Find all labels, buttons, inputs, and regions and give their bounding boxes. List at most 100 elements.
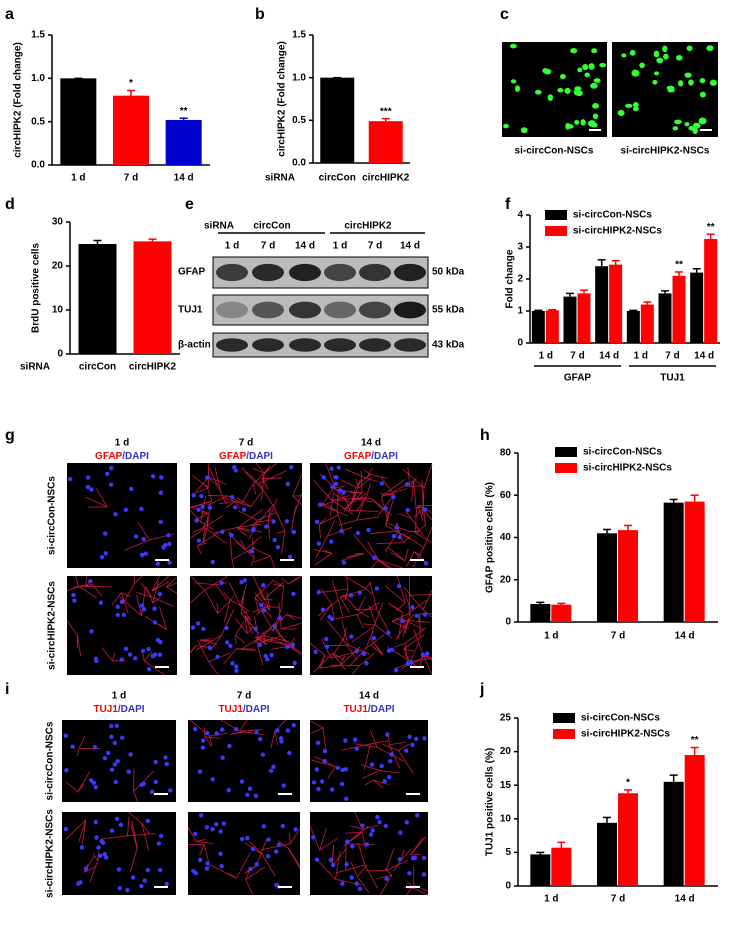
- process: [310, 727, 324, 734]
- process: [292, 495, 303, 506]
- process: [239, 728, 263, 732]
- cell: [652, 79, 658, 85]
- x-tick-label: 7 d: [665, 351, 679, 362]
- process: [424, 655, 433, 658]
- process: [288, 848, 301, 869]
- x-tick-label: circCon: [319, 173, 356, 184]
- band: [216, 338, 248, 352]
- column-header: 7 d: [237, 691, 251, 702]
- process: [262, 474, 265, 490]
- process: [195, 634, 222, 651]
- blot-size: 55 kDa: [432, 305, 465, 316]
- nucleus: [335, 765, 341, 771]
- cell: [584, 72, 590, 78]
- cell: [534, 89, 542, 95]
- process: [207, 476, 218, 487]
- nucleus: [224, 625, 229, 631]
- nucleus: [205, 861, 210, 866]
- bar: [704, 239, 718, 343]
- process: [190, 575, 205, 591]
- process: [361, 770, 380, 779]
- cell: [688, 79, 694, 86]
- nucleus: [190, 625, 196, 630]
- nucleus: [92, 744, 98, 750]
- y-axis-label: TUJ1 positive cells (%): [485, 748, 496, 856]
- x-tick-label: 14 d: [675, 631, 695, 642]
- blot-group-title: siRNA: [204, 221, 234, 232]
- nucleus: [155, 561, 161, 567]
- nucleus: [168, 788, 173, 793]
- process: [215, 584, 228, 601]
- process: [221, 608, 235, 636]
- nucleus: [318, 502, 323, 507]
- process: [325, 462, 337, 490]
- bar: [609, 264, 623, 343]
- nucleus: [415, 813, 420, 818]
- blot-size: 43 kDa: [432, 340, 465, 351]
- stain: GFAP: [344, 451, 372, 462]
- nucleus: [262, 608, 267, 613]
- process: [415, 532, 433, 544]
- nucleus: [113, 512, 118, 517]
- process: [345, 825, 369, 844]
- process: [366, 477, 379, 483]
- nucleus: [86, 475, 91, 480]
- band: [289, 263, 321, 282]
- nucleus: [264, 524, 269, 529]
- stain: TUJ1: [93, 704, 118, 715]
- process: [336, 864, 365, 874]
- cell: [574, 119, 580, 125]
- nucleus: [289, 464, 294, 470]
- legend-swatch: [555, 447, 577, 457]
- nucleus: [371, 635, 377, 641]
- bar: [595, 266, 609, 343]
- process: [357, 596, 366, 611]
- nucleus: [118, 822, 124, 828]
- nucleus: [194, 518, 199, 523]
- process: [258, 638, 287, 646]
- bar: [640, 304, 654, 343]
- process: [370, 473, 388, 479]
- bar: [658, 293, 672, 343]
- process: [398, 750, 414, 774]
- bar: [530, 604, 551, 622]
- nucleus: [245, 835, 250, 841]
- process: [77, 635, 82, 656]
- panel-letter: h: [480, 427, 490, 444]
- process: [217, 596, 235, 614]
- nucleus: [385, 732, 390, 737]
- nucleus: [158, 519, 163, 524]
- nucleus: [239, 580, 244, 585]
- process: [411, 480, 415, 502]
- group-label: TUJ1: [660, 373, 685, 384]
- process: [244, 618, 248, 634]
- nucleus: [114, 816, 120, 822]
- process: [320, 588, 332, 605]
- process: [396, 575, 406, 603]
- x-tick-label: circHIPK2: [362, 173, 410, 184]
- panel-letter: d: [5, 196, 15, 213]
- nucleus: [130, 875, 136, 880]
- nucleus: [115, 612, 121, 618]
- nucleus: [233, 468, 239, 473]
- process: [207, 495, 228, 506]
- nucleus: [396, 583, 402, 589]
- nucleus: [272, 624, 278, 629]
- nucleus: [145, 818, 150, 824]
- cell: [564, 87, 571, 94]
- nucleus: [344, 861, 349, 867]
- process: [408, 530, 420, 533]
- nucleus: [96, 845, 101, 850]
- process: [190, 527, 206, 539]
- nucleus: [271, 519, 276, 524]
- process: [166, 586, 178, 594]
- process: [332, 653, 346, 670]
- nucleus: [109, 465, 114, 471]
- nucleus: [389, 752, 394, 757]
- process: [133, 770, 155, 792]
- micrograph: [310, 720, 428, 802]
- bar: [663, 781, 684, 886]
- process: [144, 660, 165, 676]
- process: [377, 874, 392, 879]
- process: [133, 791, 139, 803]
